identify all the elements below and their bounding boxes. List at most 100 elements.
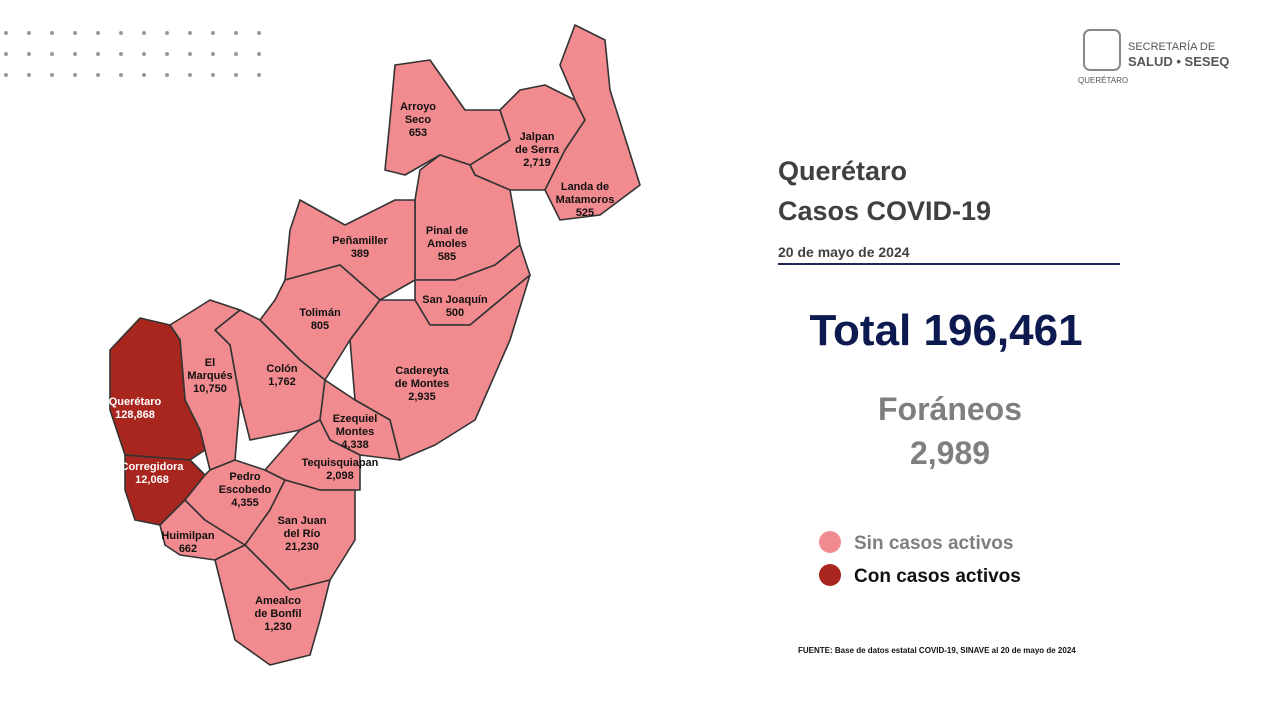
dot — [96, 31, 100, 35]
logo-emblem — [1083, 29, 1121, 71]
dot — [142, 52, 146, 56]
municipality-name: Huimilpan — [161, 530, 214, 542]
dot — [257, 73, 261, 77]
municipality-cases: 1,230 — [264, 621, 292, 633]
municipality — [214, 544, 331, 666]
dot — [50, 31, 54, 35]
municipality-name: Pinal de — [426, 225, 468, 237]
municipality-name: Landa de — [561, 181, 609, 193]
foraneos-label: Foráneos — [878, 391, 1022, 427]
municipality-cases: 389 — [351, 248, 369, 260]
legend-swatch — [819, 531, 841, 553]
municipality-cases: 21,230 — [285, 541, 319, 553]
municipality-cases: 4,355 — [231, 497, 259, 509]
foraneos-value: 2,989 — [910, 435, 990, 471]
dot — [165, 73, 169, 77]
dot — [119, 52, 123, 56]
municipality-cases: 653 — [409, 127, 427, 139]
dot — [96, 52, 100, 56]
dot — [165, 31, 169, 35]
dot — [211, 73, 215, 77]
municipality-cases: 585 — [438, 251, 456, 263]
municipality-name: Seco — [405, 114, 432, 126]
dot — [234, 73, 238, 77]
municipality-name: Tequisquiapan — [302, 457, 379, 469]
municipality-name: Marqués — [187, 370, 232, 382]
municipality-cases: 805 — [311, 320, 329, 332]
municipality-cases: 662 — [179, 543, 197, 555]
municipality-name: Jalpan — [520, 131, 555, 143]
municipality — [284, 199, 416, 301]
dot — [73, 52, 77, 56]
dot — [4, 73, 8, 77]
municipality-name: Montes — [336, 426, 375, 438]
municipality — [544, 24, 641, 221]
municipality-name: San Juan — [278, 515, 327, 527]
municipality-name: Tolimán — [299, 307, 341, 319]
dot — [234, 52, 238, 56]
dot — [165, 52, 169, 56]
municipality-name: San Joaquín — [422, 294, 488, 306]
dot — [4, 52, 8, 56]
municipality-name: Peñamiller — [332, 235, 388, 247]
dot — [211, 31, 215, 35]
municipality-cases: 10,750 — [193, 383, 227, 395]
logo: SECRETARÍA DE SALUD • SESEQ QUERÉTARO — [1078, 29, 1229, 85]
logo-line1: SECRETARÍA DE — [1128, 40, 1215, 53]
municipality-cases: 2,098 — [326, 470, 354, 482]
dot — [142, 31, 146, 35]
dot — [119, 31, 123, 35]
logo-line2: SALUD • SESEQ — [1128, 54, 1229, 69]
municipality-cases: 500 — [446, 307, 464, 319]
dot — [27, 73, 31, 77]
municipality-name: Cadereyta — [395, 365, 449, 377]
municipality-name: Matamoros — [556, 194, 615, 206]
municipality-cases: 128,868 — [115, 409, 155, 421]
municipality-name: Colón — [266, 363, 297, 375]
municipality-name: Amoles — [427, 238, 467, 250]
total: Total 196,461 — [809, 306, 1082, 355]
municipality-name: El — [205, 357, 215, 369]
dot — [257, 52, 261, 56]
map — [109, 24, 641, 666]
dot — [96, 73, 100, 77]
legend-swatch — [819, 564, 841, 586]
dot — [73, 73, 77, 77]
municipality-name: del Río — [284, 528, 321, 540]
dot — [27, 52, 31, 56]
dot — [4, 31, 8, 35]
dot — [188, 31, 192, 35]
date: 20 de mayo de 2024 — [778, 244, 910, 260]
municipality-name: de Montes — [395, 378, 449, 390]
legend-label: Sin casos activos — [854, 533, 1013, 554]
legend: Sin casos activos Con casos activos — [819, 531, 1021, 587]
source: FUENTE: Base de datos estatal COVID-19, … — [798, 646, 1076, 655]
dot — [50, 52, 54, 56]
dot — [73, 31, 77, 35]
municipality-name: Ezequiel — [333, 413, 378, 425]
logo-line3: QUERÉTARO — [1078, 76, 1128, 85]
municipality-name: Querétaro — [109, 396, 162, 408]
municipality-cases: 2,719 — [523, 157, 551, 169]
title-line: Querétaro — [778, 156, 907, 186]
decoration-dots — [4, 31, 261, 77]
dot — [142, 73, 146, 77]
municipality-cases: 1,762 — [268, 376, 296, 388]
dot — [50, 73, 54, 77]
dot — [211, 52, 215, 56]
municipality-cases: 2,935 — [408, 391, 436, 403]
municipality-name: Arroyo — [400, 101, 436, 113]
municipality-name: Amealco — [255, 595, 301, 607]
dot — [234, 31, 238, 35]
municipality-name: de Serra — [515, 144, 560, 156]
municipality-name: de Bonfil — [254, 608, 301, 620]
legend-label: Con casos activos — [854, 566, 1021, 587]
municipality-cases: 525 — [576, 207, 594, 219]
dot — [119, 73, 123, 77]
municipality-cases: 4,338 — [341, 439, 369, 451]
municipality — [109, 317, 206, 461]
municipality-name: Escobedo — [219, 484, 272, 496]
